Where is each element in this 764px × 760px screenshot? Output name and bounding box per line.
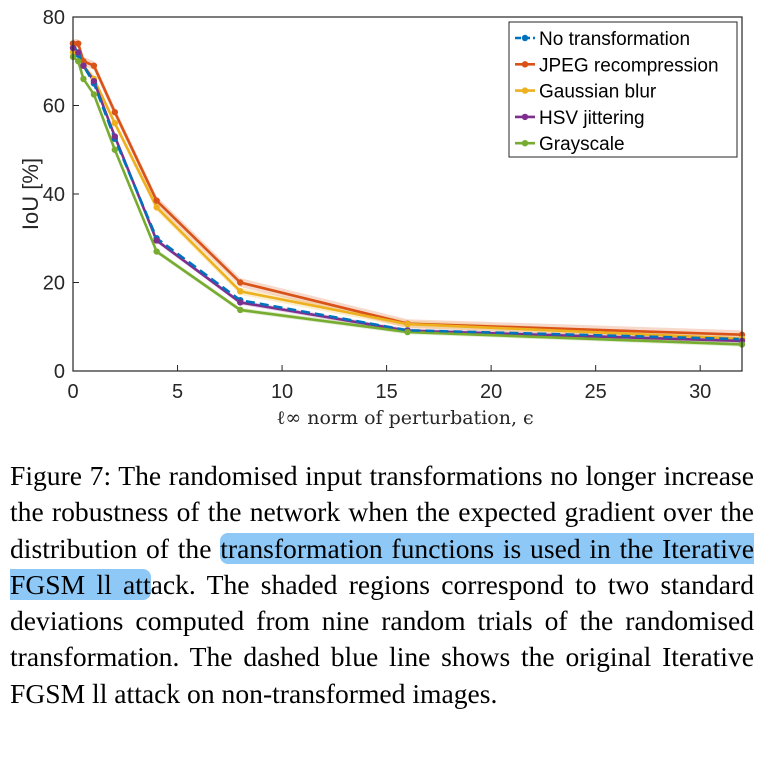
x-tick-label: 0 [67, 381, 78, 403]
x-tick-label: 5 [172, 381, 183, 403]
legend: No transformation JPEG recompression Gauss… [508, 21, 738, 158]
point-hsv-jittering [237, 299, 244, 306]
x-tick-label: 30 [689, 381, 711, 403]
legend-marker-grayscale [521, 140, 529, 147]
legend-marker-no-transformation [521, 34, 529, 42]
x-ticks: 0 5 10 15 20 25 30 [67, 365, 711, 403]
point-grayscale [90, 91, 98, 98]
caption-text-before: Figure 7: The randomised input transform… [10, 460, 754, 564]
y-tick-label: 80 [43, 7, 65, 29]
point-gaussian-blur [153, 204, 160, 211]
point-jpeg-recompression [153, 197, 160, 204]
x-tick-label: 15 [375, 381, 397, 403]
point-gaussian-blur [404, 320, 411, 328]
point-grayscale [75, 58, 82, 65]
point-jpeg-recompression [237, 279, 244, 286]
legend-marker-jpeg-recompression [521, 61, 529, 68]
legend-label-gaussian-blur: Gaussian blur [539, 82, 657, 103]
legend-label-jpeg-recompression: JPEG recompression [539, 55, 719, 76]
y-tick-label: 40 [43, 184, 65, 206]
point-grayscale [80, 75, 87, 83]
point-grayscale [237, 306, 244, 314]
y-axis-label: IoU [%] [18, 158, 43, 230]
x-axis-label: ℓ∞ norm of perturbation, ϵ [276, 407, 533, 429]
caption-text-after: ack. The shaded regions correspond to tw… [10, 568, 754, 709]
point-grayscale [153, 248, 160, 255]
point-jpeg-recompression [90, 62, 98, 69]
point-hsv-jittering [153, 237, 160, 244]
legend-label-no-transformation: No transformation [539, 29, 690, 50]
point-jpeg-recompression [111, 108, 119, 116]
chart: 0 5 10 15 20 25 30 0 20 40 60 80 IoU [%] ℓ∞ norm o… [18, 7, 746, 429]
point-hsv-jittering [75, 49, 82, 56]
point-grayscale [404, 328, 411, 336]
x-tick-label: 10 [271, 381, 293, 403]
point-hsv-jittering [111, 133, 119, 140]
point-jpeg-recompression [80, 58, 87, 65]
y-tick-label: 20 [43, 273, 65, 295]
point-gaussian-blur [237, 288, 244, 295]
legend-label-hsv-jittering: HSV jittering [539, 108, 645, 129]
legend-label-grayscale: Grayscale [539, 134, 625, 155]
point-jpeg-recompression [75, 40, 82, 47]
x-tick-label: 20 [480, 381, 502, 403]
legend-marker-hsv-jittering [521, 113, 529, 121]
figure-caption: Figure 7: The randomised input transform… [10, 458, 754, 712]
legend-box [508, 21, 738, 158]
point-hsv-jittering [80, 62, 87, 69]
y-tick-label: 0 [54, 361, 65, 383]
series-markers [69, 40, 746, 348]
point-grayscale [111, 146, 119, 153]
y-tick-label: 60 [43, 96, 65, 118]
point-gaussian-blur [111, 120, 119, 127]
legend-marker-gaussian-blur [521, 87, 529, 94]
point-hsv-jittering [90, 77, 98, 85]
y-ticks: 0 20 40 60 80 [43, 7, 79, 383]
x-tick-label: 25 [585, 381, 607, 403]
